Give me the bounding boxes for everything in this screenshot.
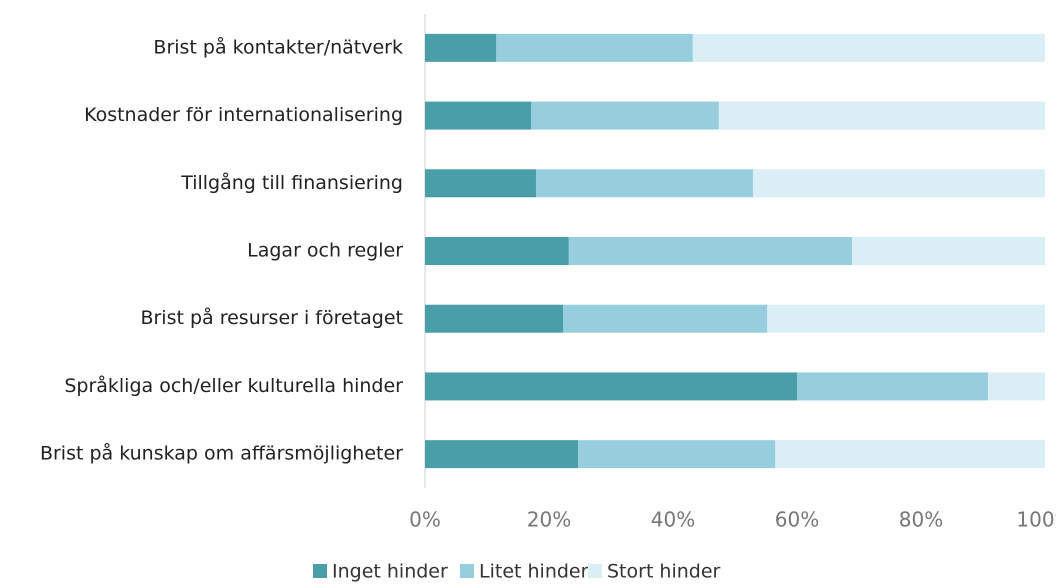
legend-label: Litet hinder: [479, 561, 589, 583]
x-tick-label: 40%: [651, 508, 695, 532]
bar-segment: [496, 33, 693, 62]
bar-segment: [535, 169, 753, 198]
bar-segment: [568, 237, 853, 265]
bar-segment: [718, 101, 1045, 130]
x-tick-label: 80%: [899, 508, 943, 532]
bar-segment: [692, 33, 1045, 62]
bar-segment: [797, 372, 988, 401]
bar-segment: [775, 440, 1045, 469]
bar-segment: [425, 33, 497, 62]
bar-segment: [425, 101, 532, 130]
y-tick-label: Brist på kunskap om affärsmöjligheter: [40, 442, 403, 465]
bar-segment: [852, 237, 1045, 265]
legend-swatch: [588, 564, 602, 578]
x-tick-label: 100%: [1016, 508, 1056, 532]
bar-segment: [578, 440, 776, 469]
bar-segment: [425, 304, 564, 333]
legend-label: Stort hinder: [607, 561, 721, 583]
x-tick-label: 0%: [409, 508, 441, 532]
legend-swatch: [460, 564, 474, 578]
legend-label: Inget hinder: [332, 561, 448, 583]
bar-segment: [563, 304, 768, 333]
bar-segment: [425, 372, 797, 401]
y-tick-label: Språkliga och/eller kulturella hinder: [64, 374, 403, 397]
x-tick-label: 20%: [527, 508, 571, 532]
y-tick-label: Tillgång till finansiering: [180, 171, 403, 194]
y-tick-label: Lagar och regler: [247, 240, 403, 262]
y-tick-label: Brist på resurser i företaget: [140, 306, 403, 329]
bar-segment: [767, 304, 1045, 333]
bar-segment: [425, 237, 569, 265]
bar-segment: [987, 372, 1045, 401]
bar-segment: [425, 169, 536, 198]
y-tick-label: Brist på kontakter/nätverk: [153, 35, 403, 58]
bar-segment: [752, 169, 1045, 198]
legend-swatch: [313, 564, 327, 578]
bar-segment: [425, 440, 579, 469]
x-tick-label: 60%: [775, 508, 819, 532]
bar-segment: [531, 101, 719, 130]
y-tick-label: Kostnader för internationalisering: [84, 104, 403, 126]
